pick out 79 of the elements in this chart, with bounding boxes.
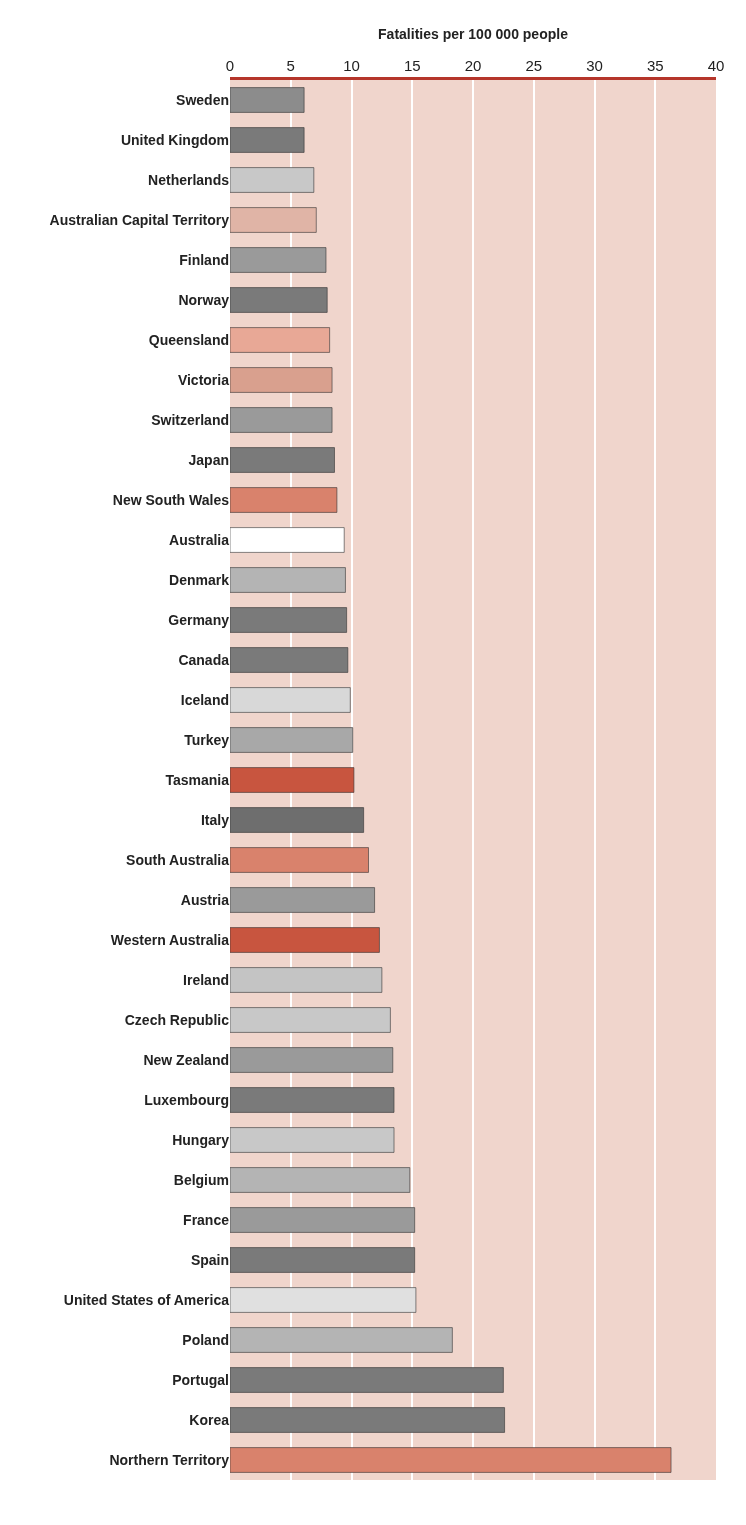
y-tick-label: Korea bbox=[189, 1411, 230, 1428]
bar bbox=[230, 727, 354, 753]
y-tick-label: Australia bbox=[169, 531, 230, 548]
bar bbox=[230, 167, 315, 193]
y-tick-label: Spain bbox=[190, 1251, 229, 1268]
y-tick-label: Australian Capital Territory bbox=[49, 211, 230, 228]
bar bbox=[230, 847, 369, 873]
x-tick-label: 5 bbox=[286, 57, 295, 74]
y-tick-label: Sweden bbox=[176, 91, 229, 108]
y-tick-label: Tasmania bbox=[165, 771, 230, 788]
y-tick-label: Belgium bbox=[173, 1171, 229, 1188]
y-tick-label: Canada bbox=[178, 651, 230, 668]
bar bbox=[230, 1247, 415, 1273]
bar bbox=[230, 367, 333, 393]
bar bbox=[230, 567, 346, 593]
bar bbox=[230, 1047, 394, 1073]
x-axis-title: Fatalities per 100 000 people bbox=[378, 25, 569, 42]
bar bbox=[230, 767, 355, 793]
bar bbox=[230, 247, 327, 273]
y-tick-label: Poland bbox=[182, 1331, 229, 1348]
bar bbox=[230, 1407, 505, 1433]
bar bbox=[230, 967, 383, 993]
y-tick-label: Victoria bbox=[177, 371, 230, 388]
bar bbox=[230, 1207, 415, 1233]
y-tick-label: Queensland bbox=[148, 331, 229, 348]
y-tick-label: Czech Republic bbox=[124, 1011, 230, 1028]
bar bbox=[230, 687, 351, 713]
y-tick-label: Portugal bbox=[172, 1371, 229, 1388]
y-tick-label: South Australia bbox=[126, 851, 230, 868]
x-tick-label: 40 bbox=[707, 57, 725, 74]
bar bbox=[230, 807, 364, 833]
y-tick-label: Hungary bbox=[172, 1131, 230, 1148]
bar bbox=[230, 1287, 417, 1313]
y-tick-label: Turkey bbox=[184, 731, 230, 748]
bar bbox=[230, 127, 305, 153]
y-tick-label: Iceland bbox=[180, 691, 229, 708]
x-tick-label: 15 bbox=[403, 57, 421, 74]
bar bbox=[230, 447, 335, 473]
x-tick-label: 35 bbox=[646, 57, 664, 74]
bar bbox=[230, 407, 333, 433]
bar bbox=[230, 87, 305, 113]
bar bbox=[230, 1327, 453, 1353]
x-tick-label: 0 bbox=[225, 57, 235, 74]
y-tick-label: Japan bbox=[188, 451, 229, 468]
y-tick-label: Ireland bbox=[183, 971, 229, 988]
y-tick-label: New South Wales bbox=[112, 491, 230, 508]
y-tick-label: Norway bbox=[178, 291, 230, 308]
y-tick-label: Austria bbox=[180, 891, 230, 908]
bar bbox=[230, 1447, 672, 1473]
bar bbox=[230, 327, 330, 353]
bar bbox=[230, 1007, 391, 1033]
bar bbox=[230, 1127, 395, 1153]
x-tick-label: 20 bbox=[464, 57, 482, 74]
y-tick-label: Finland bbox=[179, 251, 229, 268]
bar bbox=[230, 487, 338, 513]
bar bbox=[230, 1367, 504, 1393]
y-tick-label: Switzerland bbox=[151, 411, 229, 428]
y-tick-label: Luxembourg bbox=[144, 1091, 229, 1108]
bar bbox=[230, 207, 317, 233]
bar bbox=[230, 647, 349, 673]
x-tick-label: 25 bbox=[525, 57, 543, 74]
bar bbox=[230, 927, 380, 953]
bar bbox=[230, 1087, 395, 1113]
x-tick-label: 30 bbox=[586, 57, 603, 74]
y-tick-label: Denmark bbox=[169, 571, 230, 588]
bar bbox=[230, 887, 375, 913]
y-tick-label: United States of America bbox=[63, 1291, 230, 1308]
y-tick-label: Netherlands bbox=[148, 171, 230, 188]
y-tick-label: Italy bbox=[200, 811, 230, 828]
y-tick-label: New Zealand bbox=[143, 1051, 229, 1068]
bar bbox=[230, 607, 347, 633]
y-tick-label: United Kingdom bbox=[120, 131, 229, 148]
bar bbox=[230, 287, 328, 313]
y-tick-label: France bbox=[183, 1211, 230, 1228]
y-tick-label: Western Australia bbox=[110, 931, 230, 948]
bar bbox=[230, 1167, 411, 1193]
x-tick-label: 10 bbox=[343, 57, 360, 74]
y-tick-label: Northern Territory bbox=[109, 1451, 230, 1468]
y-tick-label: Germany bbox=[168, 611, 230, 628]
